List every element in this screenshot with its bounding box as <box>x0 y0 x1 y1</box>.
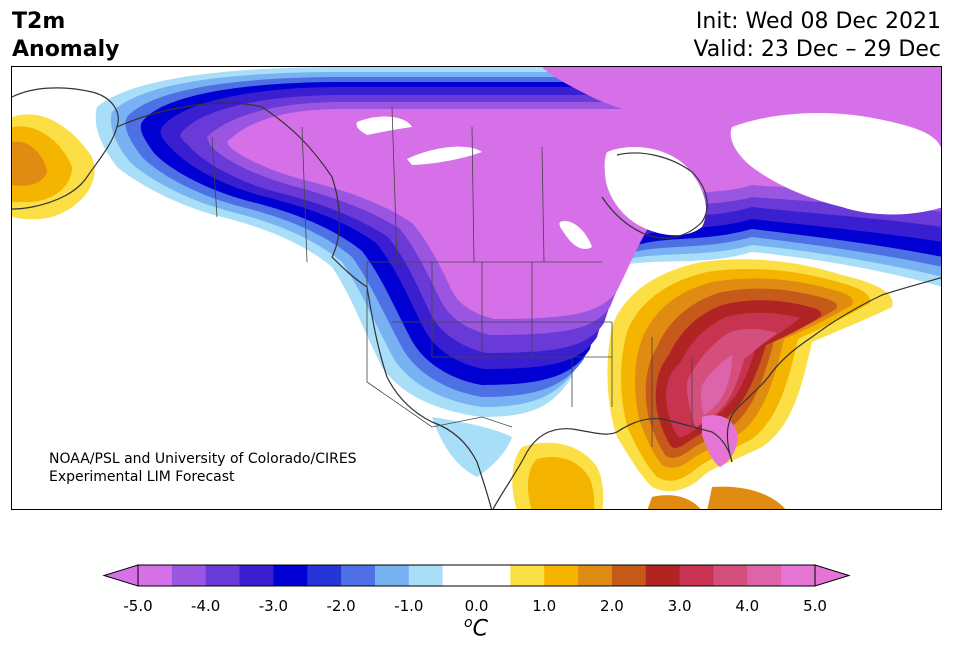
colorbar-tick-label: -5.0 <box>123 597 153 615</box>
map-canvas <box>12 67 941 509</box>
colorbar-tick-label: 3.0 <box>667 597 692 615</box>
colorbar-unit: oC <box>464 615 488 642</box>
colorbar-tick-label: 5.0 <box>803 597 827 615</box>
warm-core-florida <box>702 415 738 467</box>
forecast-dates: Init: Wed 08 Dec 2021 Valid: 23 Dec – 29… <box>693 8 941 64</box>
colorbar-swatch <box>307 565 342 586</box>
colorbar-tick-label: -4.0 <box>191 597 221 615</box>
colorbar-swatch <box>442 565 477 586</box>
title-type: Anomaly <box>12 37 120 62</box>
colorbar-swatch <box>510 565 545 586</box>
attribution-org: NOAA/PSL and University of Colorado/CIRE… <box>49 451 357 467</box>
colorbar-swatch <box>781 565 816 586</box>
colorbar-tick-label: -1.0 <box>394 597 424 615</box>
title-variable: T2m <box>12 9 66 34</box>
colorbar-swatch <box>239 565 274 586</box>
colorbar-swatch <box>205 565 241 586</box>
colorbar-swatch <box>374 565 410 586</box>
colorbar-tick-label: -3.0 <box>258 597 289 615</box>
colorbar-swatch <box>544 565 579 586</box>
init-date: Init: Wed 08 Dec 2021 <box>695 9 941 34</box>
colorbar-swatch <box>679 565 714 586</box>
colorbar-swatch <box>645 565 681 586</box>
colorbar-swatch <box>611 565 647 586</box>
colorbar-over-arrow <box>814 564 851 587</box>
colorbar-tick-label: 4.0 <box>735 597 760 615</box>
anomaly-map <box>11 66 942 510</box>
valid-date: Valid: 23 Dec – 29 Dec <box>693 37 941 62</box>
colorbar-tick-label: 1.0 <box>532 597 557 615</box>
colorbar-swatch <box>476 565 511 586</box>
colorbar-swatch <box>138 565 173 586</box>
colorbar-under-arrow <box>102 564 139 587</box>
colorbar-tick-label: 0.0 <box>464 597 489 615</box>
colorbar-swatch <box>171 565 207 586</box>
colorbar-swatch <box>273 565 308 586</box>
attribution-product: Experimental LIM Forecast <box>49 469 235 485</box>
hudson-bay <box>604 147 707 236</box>
coastlines <box>12 87 941 509</box>
colorbar-swatch <box>747 565 782 586</box>
attribution: NOAA/PSL and University of Colorado/CIRE… <box>49 450 357 486</box>
colorbar-border <box>137 564 816 587</box>
colorbar-tick-label: 2.0 <box>599 597 624 615</box>
colorbar-swatch <box>341 565 376 586</box>
borders <box>211 106 693 447</box>
colorbar <box>102 564 851 587</box>
colorbar-swatch <box>713 565 748 586</box>
colorbar-swatch <box>408 565 444 586</box>
map-title: T2m Anomaly <box>12 8 119 64</box>
colorbar-tick-label: -2.0 <box>326 597 356 615</box>
colorbar-swatch <box>578 565 613 586</box>
